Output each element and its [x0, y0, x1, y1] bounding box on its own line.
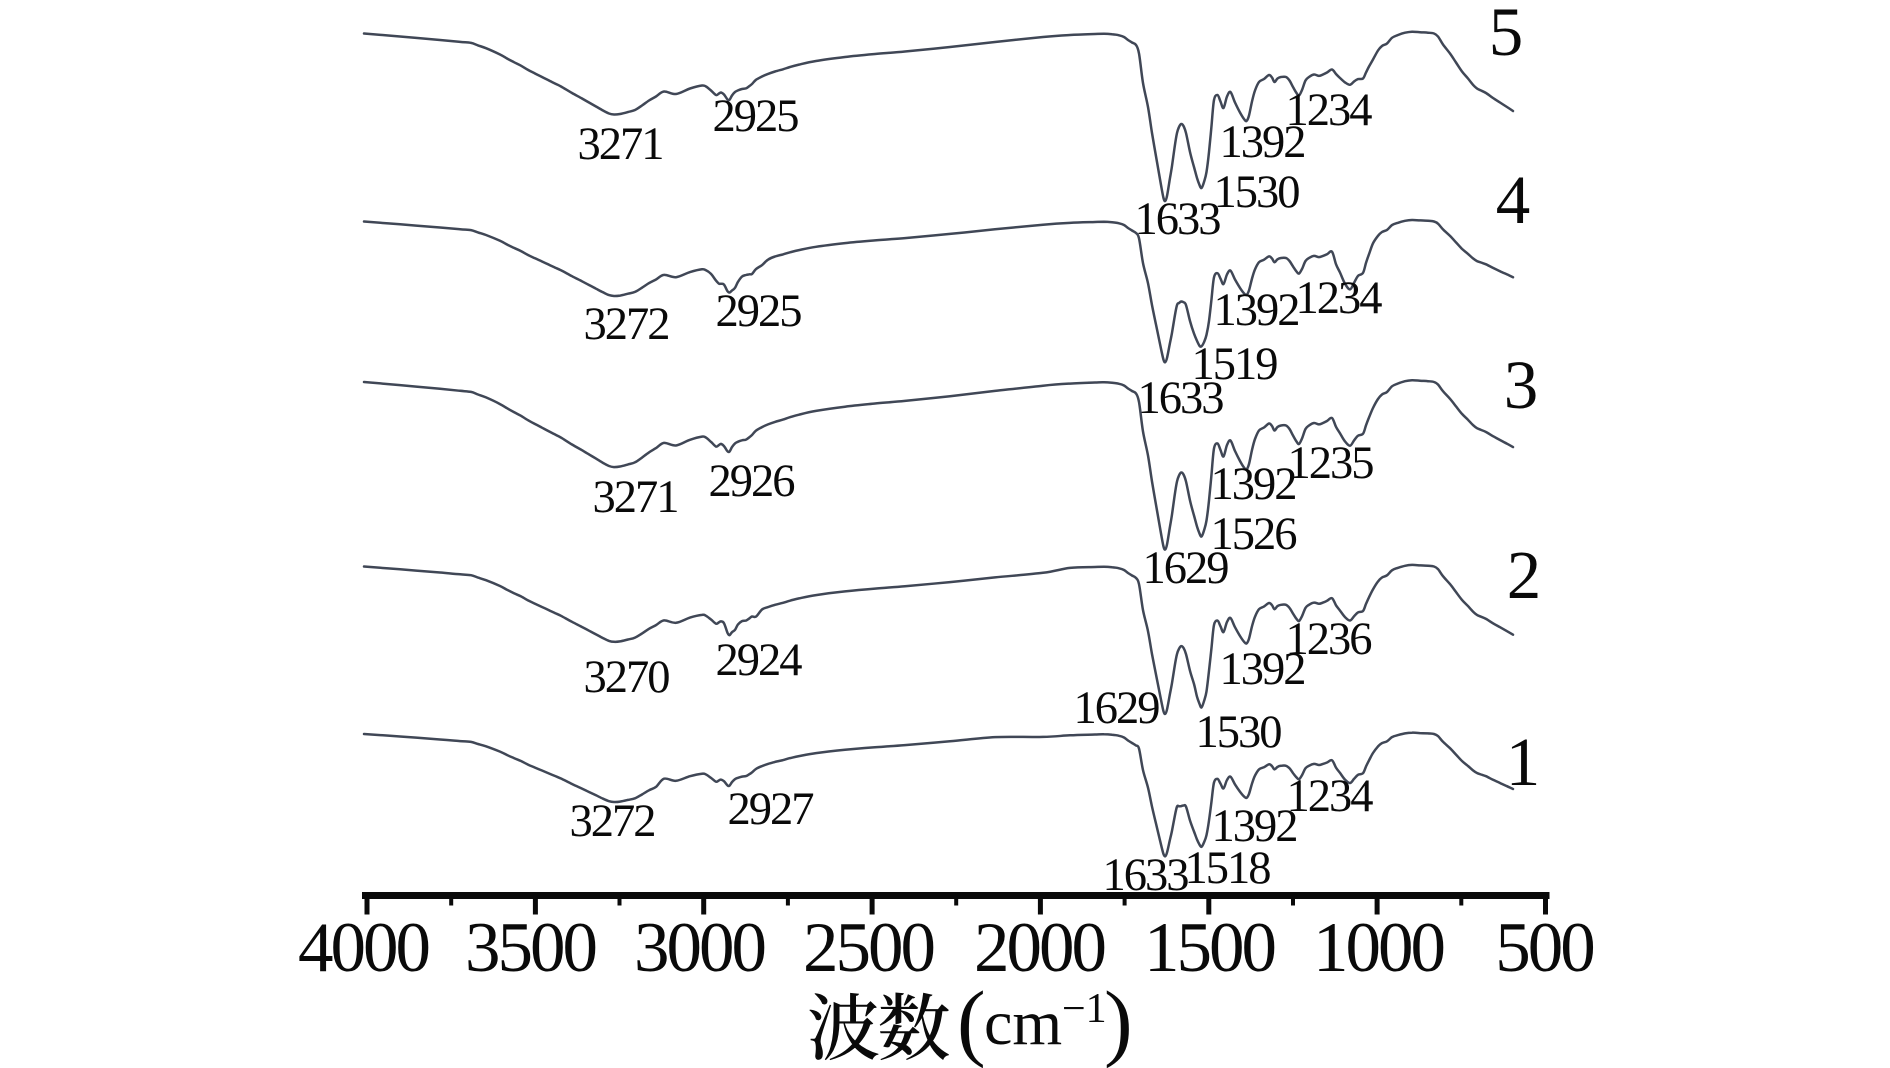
- svg-text:2925: 2925: [716, 286, 802, 337]
- svg-text:1526: 1526: [1211, 509, 1297, 560]
- svg-text:1519: 1519: [1192, 339, 1278, 390]
- svg-text:1392: 1392: [1220, 117, 1305, 168]
- svg-text:1633: 1633: [1138, 373, 1224, 424]
- svg-text:1392: 1392: [1220, 644, 1305, 695]
- svg-text:1530: 1530: [1214, 167, 1300, 218]
- svg-text:3271: 3271: [593, 472, 678, 523]
- svg-text:2000: 2000: [974, 909, 1105, 987]
- svg-text:2925: 2925: [713, 91, 799, 142]
- svg-text:): ): [1104, 973, 1133, 1068]
- svg-text:2924: 2924: [716, 635, 803, 686]
- svg-text:cm: cm: [984, 987, 1062, 1058]
- svg-text:1236: 1236: [1286, 614, 1372, 665]
- svg-text:3272: 3272: [584, 299, 669, 350]
- svg-text:2500: 2500: [803, 909, 934, 987]
- svg-text:1500: 1500: [1144, 909, 1275, 987]
- svg-text:3270: 3270: [584, 652, 670, 703]
- svg-text:2926: 2926: [709, 456, 795, 507]
- svg-text:1629: 1629: [1143, 543, 1229, 594]
- svg-text:2927: 2927: [728, 784, 814, 835]
- svg-text:1392: 1392: [1212, 801, 1297, 852]
- svg-text:1629: 1629: [1074, 683, 1160, 734]
- svg-text:1633: 1633: [1103, 850, 1189, 901]
- svg-text:3000: 3000: [634, 909, 765, 987]
- svg-text:−1: −1: [1062, 986, 1107, 1032]
- svg-text:3271: 3271: [578, 119, 663, 170]
- svg-text:500: 500: [1495, 909, 1593, 987]
- svg-text:1234: 1234: [1286, 85, 1373, 136]
- svg-text:1234: 1234: [1287, 771, 1374, 822]
- svg-text:2: 2: [1507, 537, 1542, 613]
- svg-text:1518: 1518: [1185, 843, 1271, 894]
- svg-text:3272: 3272: [570, 796, 655, 847]
- svg-text:1234: 1234: [1296, 273, 1383, 324]
- svg-text:5: 5: [1489, 0, 1524, 70]
- svg-text:3500: 3500: [465, 909, 596, 987]
- svg-text:1392: 1392: [1211, 459, 1296, 510]
- svg-text:1000: 1000: [1313, 909, 1444, 987]
- svg-text:1530: 1530: [1196, 707, 1282, 758]
- svg-text:3: 3: [1504, 347, 1539, 423]
- svg-text:1: 1: [1506, 724, 1541, 800]
- svg-text:1633: 1633: [1135, 194, 1221, 245]
- svg-text:4000: 4000: [298, 909, 429, 987]
- svg-text:1392: 1392: [1214, 285, 1299, 336]
- svg-text:1235: 1235: [1288, 438, 1374, 489]
- svg-text:(: (: [957, 973, 986, 1068]
- svg-text:4: 4: [1496, 162, 1531, 238]
